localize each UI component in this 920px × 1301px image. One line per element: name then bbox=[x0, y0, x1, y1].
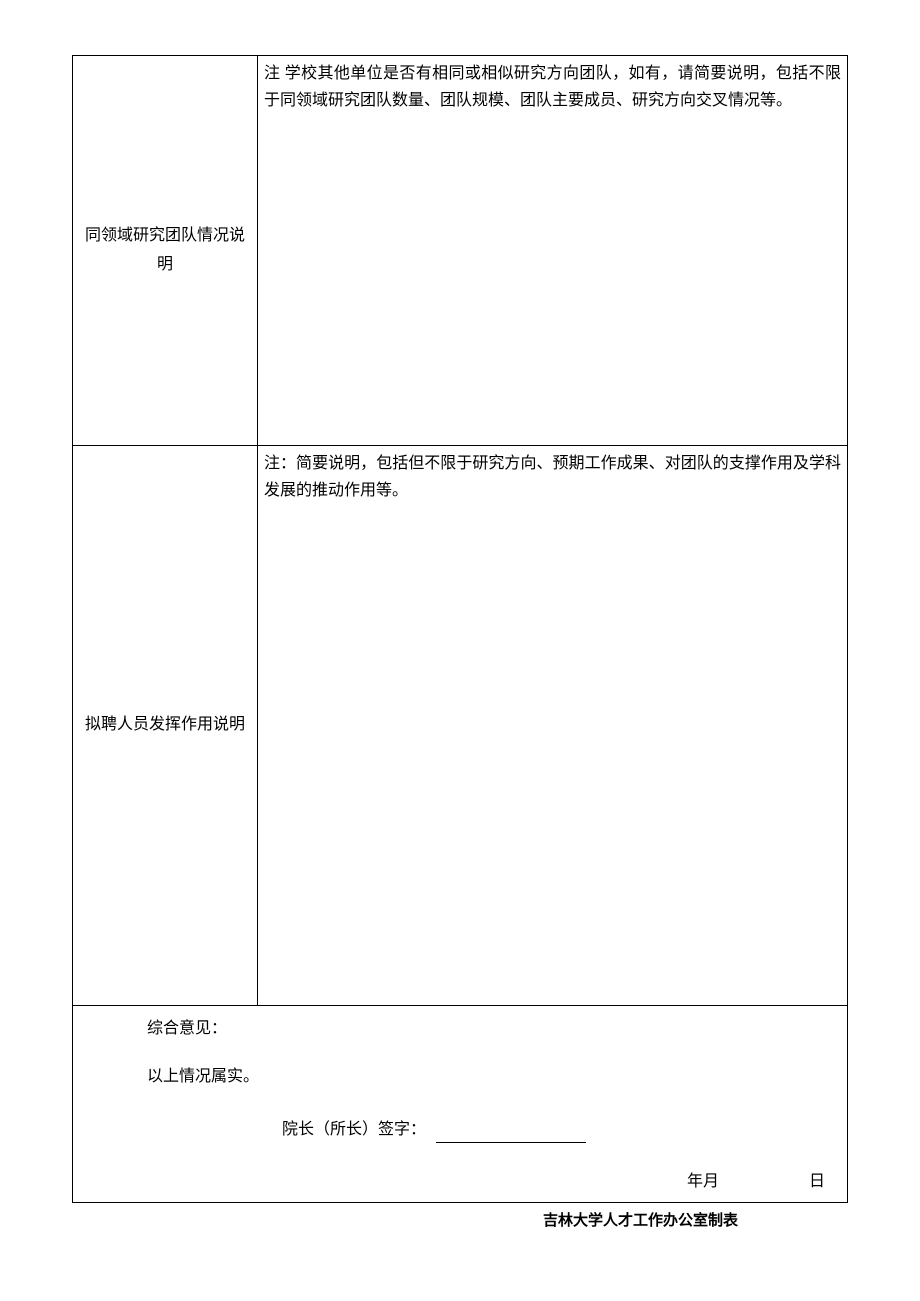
signature-underline bbox=[436, 1142, 586, 1143]
footer-text: 吉林大学人才工作办公室制表 bbox=[72, 1209, 848, 1233]
opinion-title: 综合意见： bbox=[87, 1016, 833, 1042]
opinion-cell: 综合意见： 以上情况属实。 院长（所长）签字： 年月 日 bbox=[73, 1006, 848, 1203]
signature-line: 院长（所长）签字： bbox=[87, 1117, 833, 1143]
date-line: 年月 日 bbox=[87, 1169, 833, 1195]
row-2-label: 拟聘人员发挥作用说明 bbox=[85, 711, 245, 740]
row-1-label-cell: 同领域研究团队情况说明 bbox=[73, 56, 258, 446]
application-form-table: 同领域研究团队情况说明 注 学校其他单位是否有相同或相似研究方向团队，如有，请简… bbox=[72, 55, 848, 1203]
row-1-note: 注 学校其他单位是否有相同或相似研究方向团队，如有，请简要说明，包括不限于同领域… bbox=[264, 60, 841, 114]
date-year: 年 bbox=[687, 1173, 703, 1190]
date-month: 月 bbox=[703, 1173, 719, 1190]
signature-label: 院长（所长）签字： bbox=[282, 1121, 426, 1138]
row-2-note: 注：简要说明，包括但不限于研究方向、预期工作成果、对团队的支撑作用及学科发展的推… bbox=[264, 450, 841, 504]
row-1-content-cell: 注 学校其他单位是否有相同或相似研究方向团队，如有，请简要说明，包括不限于同领域… bbox=[258, 56, 848, 446]
date-day: 日 bbox=[809, 1173, 825, 1190]
opinion-confirmation: 以上情况属实。 bbox=[87, 1064, 833, 1090]
opinion-block: 综合意见： 以上情况属实。 院长（所长）签字： 年月 日 bbox=[73, 1006, 847, 1202]
row-2-content-cell: 注：简要说明，包括但不限于研究方向、预期工作成果、对团队的支撑作用及学科发展的推… bbox=[258, 446, 848, 1006]
row-1-label: 同领域研究团队情况说明 bbox=[79, 222, 251, 280]
row-2-label-cell: 拟聘人员发挥作用说明 bbox=[73, 446, 258, 1006]
